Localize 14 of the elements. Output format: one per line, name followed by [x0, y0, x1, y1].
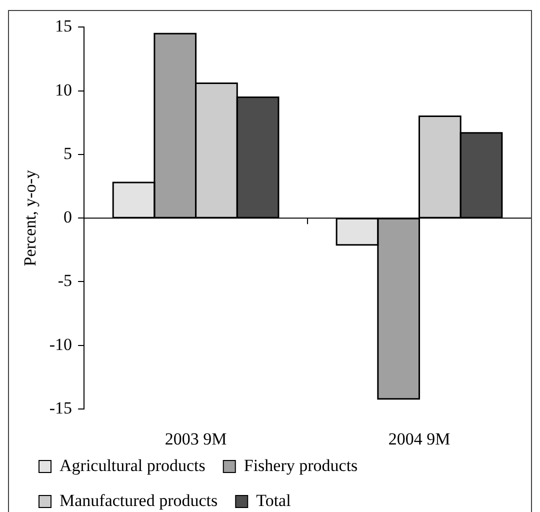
y-tick-label: -15: [49, 398, 72, 418]
x-tick-label: 2003 9M: [164, 429, 227, 448]
y-axis-title: Percent, y-o-y: [20, 169, 40, 266]
y-tick-label: -10: [49, 334, 72, 354]
y-tick-label: -5: [58, 271, 72, 290]
legend-label: Manufactured products: [60, 490, 218, 510]
y-tick-label: 5: [64, 144, 72, 163]
legend-label: Total: [256, 490, 292, 510]
legend-label: Fishery products: [244, 456, 358, 475]
y-tick-label: 15: [55, 16, 72, 36]
x-tick-label: 2004 9M: [388, 429, 450, 448]
y-tick-label: 0: [64, 208, 72, 227]
legend-label: Agricultural products: [60, 456, 206, 475]
y-tick-label: 10: [55, 80, 72, 100]
